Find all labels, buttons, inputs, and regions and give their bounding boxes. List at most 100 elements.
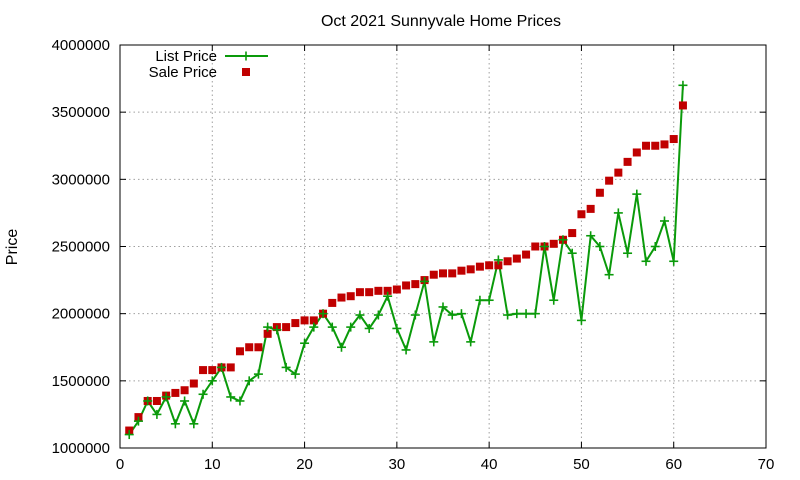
sale-price-point [466, 265, 475, 274]
y-tick-label: 2500000 [52, 239, 110, 256]
axis-ticks: 0 10 20 30 40 50 60 70 1000000 1500000 2000000 2500… [52, 37, 775, 473]
sale-price-point [448, 269, 457, 278]
list-price-point [401, 345, 411, 355]
list-price-point [336, 342, 346, 352]
legend-marker-sale-price [242, 68, 250, 76]
sale-price-point [189, 379, 198, 388]
sale-price-point [263, 329, 272, 338]
list-price-point [623, 248, 633, 258]
sale-price-point [660, 140, 669, 149]
sale-price-point [309, 316, 318, 325]
sale-price-point [632, 148, 641, 157]
x-tick-label: 70 [758, 456, 775, 473]
sale-price-point [577, 210, 586, 219]
sale-price-point [586, 204, 595, 213]
list-price-point [235, 396, 245, 406]
sale-price-point [208, 366, 217, 375]
list-price-point [604, 270, 614, 280]
sale-price-point [669, 135, 678, 144]
x-tick-label: 20 [296, 456, 313, 473]
list-price-point [244, 376, 254, 386]
sale-price-point [374, 286, 383, 295]
list-price-point [327, 322, 337, 332]
x-tick-label: 50 [573, 456, 590, 473]
sale-price-point [411, 280, 420, 289]
y-tick-label: 4000000 [52, 37, 110, 54]
list-price-point [226, 392, 236, 402]
list-price-point [456, 309, 466, 319]
list-price-point [540, 242, 550, 251]
list-price-point [558, 235, 568, 245]
list-price-point [530, 309, 540, 319]
sale-price-point [485, 261, 494, 270]
list-price-point [567, 248, 577, 258]
list-price-point [549, 295, 559, 305]
list-price-point [143, 396, 153, 406]
y-tick-label: 3500000 [52, 104, 110, 121]
sale-price-point [494, 261, 503, 270]
list-price-point [198, 389, 208, 399]
list-price-point [484, 295, 494, 305]
x-tick-label: 40 [481, 456, 498, 473]
list-price-point [346, 322, 356, 332]
legend-label-list-price: List Price [155, 48, 217, 65]
plot-area [124, 80, 688, 440]
list-price-point [475, 295, 485, 305]
sale-price-point [235, 347, 244, 356]
sale-price-point [355, 288, 364, 297]
sale-price-point [199, 366, 208, 375]
sale-price-point [300, 316, 309, 325]
sale-price-point [642, 141, 651, 150]
list-price-point [170, 419, 180, 429]
list-price-point [521, 309, 531, 319]
x-tick-label: 30 [389, 456, 406, 473]
sale-price-point [152, 396, 161, 405]
sale-price-point [383, 286, 392, 295]
list-price-point [253, 369, 263, 379]
sale-price-point [226, 363, 235, 372]
y-tick-label: 2000000 [52, 306, 110, 323]
sale-price-point [328, 298, 337, 307]
sale-price-point [605, 176, 614, 185]
sale-price-point [439, 269, 447, 278]
list-price-point [272, 325, 282, 335]
list-price-point [641, 256, 651, 266]
sale-price-point [595, 188, 604, 197]
list-price-point [613, 208, 623, 218]
list-price-point [207, 376, 217, 386]
list-price-point [373, 310, 383, 320]
list-price-point [189, 419, 199, 429]
list-price-point [503, 310, 513, 320]
y-tick-label: 1000000 [52, 440, 110, 457]
list-price-point [669, 256, 679, 266]
list-price-point [133, 416, 143, 426]
sale-price-point [522, 250, 531, 259]
list-price-point [290, 369, 300, 379]
legend-label-sale-price: Sale Price [149, 64, 217, 81]
x-tick-label: 10 [204, 456, 221, 473]
sale-price-point [254, 343, 263, 352]
list-price-point [383, 291, 393, 301]
sale-price-point [678, 101, 687, 110]
sale-price-point [171, 388, 180, 397]
y-tick-label: 1500000 [52, 373, 110, 390]
sale-price-point [245, 343, 254, 352]
sale-price-point [429, 270, 438, 279]
sale-price-point [180, 386, 189, 395]
list-price-point [420, 276, 430, 286]
sale-price-point [346, 292, 355, 301]
list-price-point [586, 231, 596, 241]
list-price-point [429, 337, 439, 347]
sale-price-point [623, 157, 632, 166]
sale-price-point [531, 242, 540, 251]
list-price-point [217, 362, 227, 372]
list-price-point [318, 309, 328, 319]
sale-price-point [291, 319, 300, 328]
list-price-point [364, 323, 374, 333]
list-price-point [650, 242, 660, 251]
y-tick-label: 3000000 [52, 171, 110, 188]
legend-marker-list-price [241, 51, 251, 61]
sale-price-point [651, 141, 660, 150]
list-price-point [263, 322, 273, 332]
